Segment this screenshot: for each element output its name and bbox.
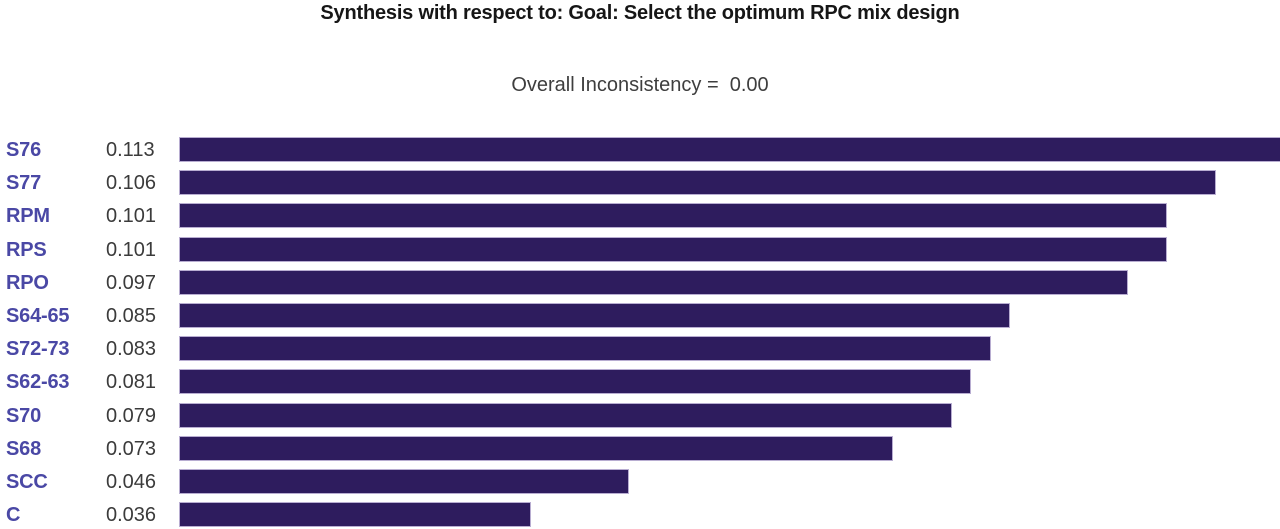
category-label: C: [6, 504, 21, 527]
bar-row: RPO 0.097: [0, 267, 1280, 300]
bar-row: S70 0.079: [0, 400, 1280, 433]
category-label: S68: [6, 437, 41, 460]
bar-row: S64-65 0.085: [0, 300, 1280, 333]
category-label: SCC: [6, 470, 48, 493]
bar: [179, 336, 991, 362]
bar-row: S68 0.073: [0, 433, 1280, 466]
bar-row: S77 0.106: [0, 167, 1280, 200]
value-label: 0.085: [106, 304, 157, 327]
value-label: 0.101: [106, 205, 157, 228]
bar-row: SCC 0.046: [0, 466, 1280, 499]
bar: [179, 369, 971, 395]
value-label: 0.113: [106, 139, 155, 161]
value-label: 0.081: [106, 371, 157, 394]
category-label: S70: [6, 404, 41, 427]
bar-row: S72-73 0.083: [0, 333, 1280, 366]
bar: [179, 203, 1167, 229]
bar: [179, 269, 1128, 295]
category-label: S76: [6, 139, 41, 161]
bar-row: S62-63 0.081: [0, 366, 1280, 399]
category-label: RPM: [6, 205, 50, 228]
bar: [179, 502, 531, 528]
bar: [179, 236, 1167, 262]
chart-title: Synthesis with respect to: Goal: Select …: [320, 2, 960, 24]
bar-row: RPM 0.101: [0, 200, 1280, 233]
bar: [179, 435, 893, 461]
bar: [179, 170, 1216, 196]
value-label: 0.097: [106, 271, 157, 294]
bar-row: RPS 0.101: [0, 234, 1280, 267]
value-label: 0.046: [106, 470, 157, 493]
bar-chart: S76 0.113 S77 0.106 RPM 0.101 RPS 0.101 …: [0, 134, 1280, 529]
value-label: 0.073: [106, 437, 157, 460]
value-label: 0.083: [106, 338, 157, 361]
bar: [179, 402, 952, 428]
category-label: S64-65: [6, 304, 70, 327]
value-label: 0.036: [106, 504, 157, 527]
category-label: S72-73: [6, 338, 70, 361]
value-label: 0.101: [106, 238, 157, 261]
bar: [179, 468, 629, 494]
category-label: RPO: [6, 271, 49, 294]
value-label: 0.106: [106, 172, 157, 195]
category-label: RPS: [6, 238, 47, 261]
bar: [179, 302, 1010, 328]
bar: [179, 137, 1280, 162]
bar-row: S76 0.113: [0, 134, 1280, 167]
inconsistency-label: Overall Inconsistency = 0.00: [511, 74, 769, 96]
category-label: S77: [6, 172, 41, 195]
value-label: 0.079: [106, 404, 157, 427]
bar-row: C 0.036: [0, 499, 1280, 529]
category-label: S62-63: [6, 371, 70, 394]
